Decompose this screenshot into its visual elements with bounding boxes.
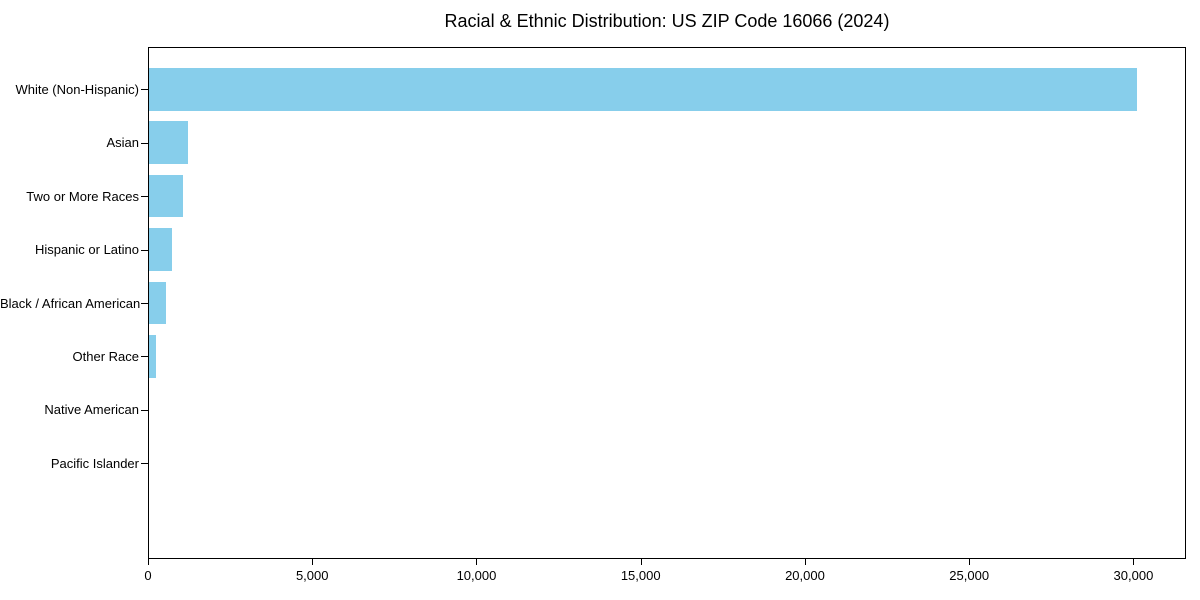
y-tick-label-pacific-islander: Pacific Islander: [50, 455, 139, 471]
x-tick-mark: [312, 559, 314, 565]
y-tick-mark: [141, 142, 148, 144]
y-tick-mark: [141, 356, 148, 358]
bar-white-non-hispanic: [149, 67, 1137, 111]
plot-area: [148, 47, 1186, 559]
y-tick-mark: [141, 463, 148, 465]
y-tick-label-hispanic-or-latino: Hispanic or Latino: [34, 242, 139, 258]
bar-two-or-more-races: [149, 174, 184, 218]
bar-other-race: [149, 335, 157, 378]
x-tick-mark: [804, 559, 806, 565]
x-tick-mark: [476, 559, 478, 565]
y-tick-mark: [141, 196, 148, 198]
y-tick-mark: [141, 409, 148, 411]
x-tick-label-0: 0: [144, 568, 152, 583]
y-tick-label-black-african-american: Black / African American: [0, 295, 141, 311]
x-tick-mark: [1133, 559, 1135, 565]
y-tick-mark: [141, 89, 148, 91]
x-tick-label-30000: 30,000: [1113, 568, 1154, 583]
chart-title: Racial & Ethnic Distribution: US ZIP Cod…: [444, 11, 890, 31]
x-tick-label-25000: 25,000: [949, 568, 990, 583]
x-tick-label-20000: 20,000: [785, 568, 825, 583]
y-tick-mark: [141, 303, 148, 304]
x-tick-label-10000: 10,000: [456, 568, 497, 583]
bar-black-african-american: [149, 281, 167, 325]
x-tick-mark: [148, 559, 149, 565]
y-tick-label-other-race: Other Race: [72, 348, 139, 364]
y-tick-label-white-non-hispanic: White (Non-Hispanic): [15, 81, 139, 97]
bar-hispanic-or-latino: [149, 228, 172, 271]
x-tick-label-15000: 15,000: [620, 568, 661, 583]
y-tick-label-native-american: Native American: [44, 402, 139, 418]
y-tick-label-asian: Asian: [106, 135, 139, 151]
x-tick-label-5000: 5,000: [295, 568, 329, 583]
x-tick-mark: [969, 559, 971, 565]
y-tick-mark: [141, 249, 148, 251]
x-tick-mark: [640, 559, 642, 565]
y-tick-label-two-or-more-races: Two or More Races: [26, 188, 139, 204]
bar-asian: [149, 121, 189, 165]
